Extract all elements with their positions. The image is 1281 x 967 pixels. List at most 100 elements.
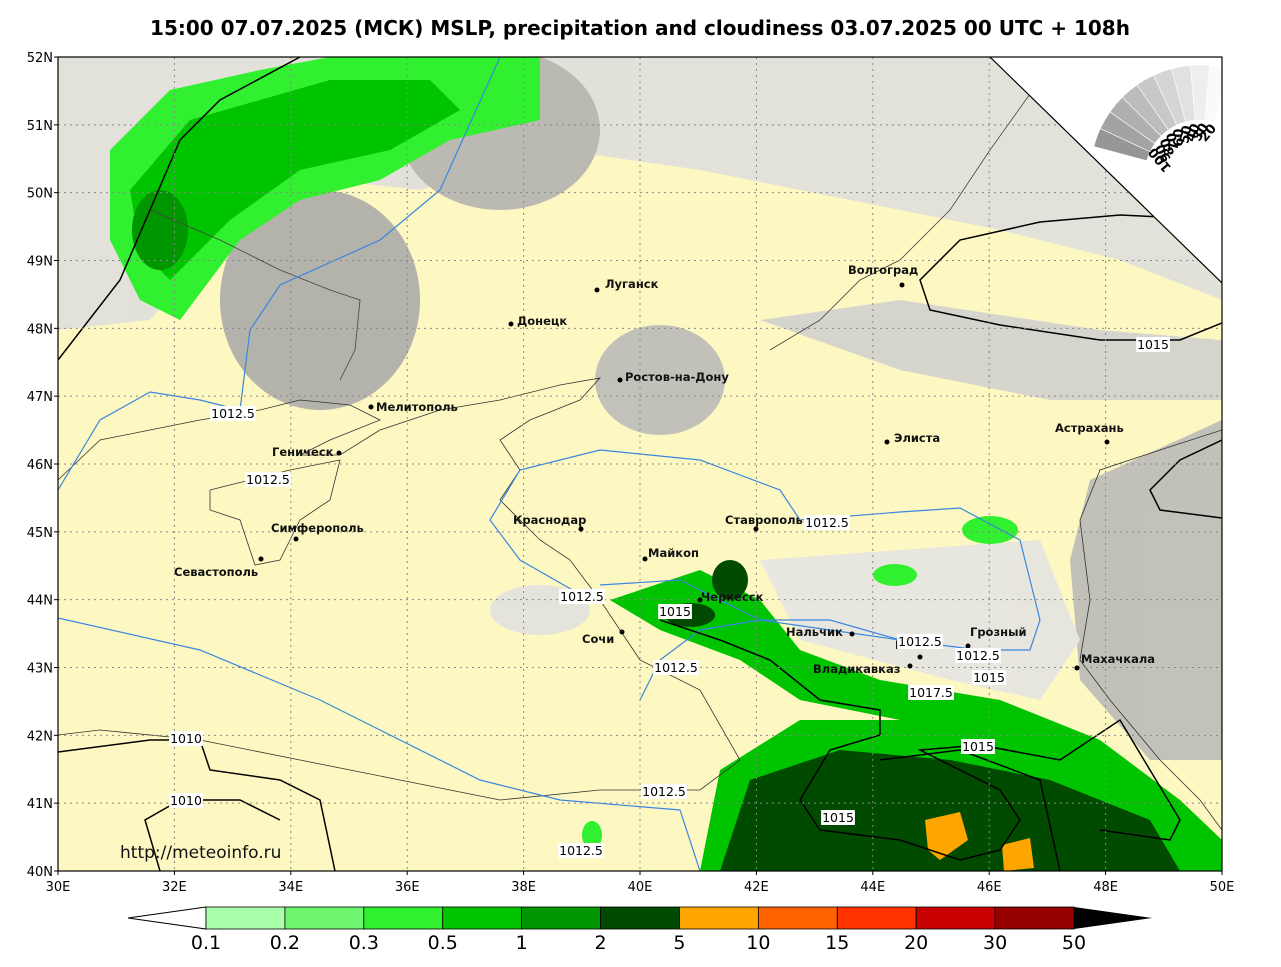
city-label: Луганск <box>605 277 659 291</box>
isobar-label-bg <box>653 660 699 675</box>
colorbar-segment <box>757 906 838 930</box>
lat-label: 42N <box>27 729 53 744</box>
city-dot <box>293 536 299 542</box>
cloud-scale-label: 80 <box>1158 136 1178 158</box>
axis-labels: 52N51N50N49N48N47N46N45N44N43N42N41N40N3… <box>27 51 1235 895</box>
isobars-black <box>58 57 1222 871</box>
city-dot <box>884 439 890 445</box>
colorbar-high-end <box>1074 907 1152 929</box>
isobar-label-bg <box>972 670 1006 685</box>
lat-label: 45N <box>27 526 53 541</box>
city-label: Майкоп <box>648 546 699 560</box>
lat-label: 52N <box>27 51 53 66</box>
lon-label: 38E <box>511 880 536 895</box>
isobar-label: 1010 <box>170 793 202 808</box>
colorbar-label: 0.5 <box>428 932 458 954</box>
colorbar-label: 0.3 <box>349 932 379 954</box>
lon-label: 46E <box>977 880 1002 895</box>
city-label: Симферополь <box>271 521 364 535</box>
city-label: Волгоград <box>848 263 918 277</box>
isobar-label: 1012.5 <box>642 784 686 799</box>
city-label: Черкесск <box>701 590 764 604</box>
colorbar-segment <box>363 906 444 930</box>
city-label: Краснодар <box>513 513 586 527</box>
city-label: Донецк <box>517 314 567 328</box>
isobar-label-bg <box>559 589 605 604</box>
city-label: Элиста <box>894 431 940 445</box>
isobar-label: 1012.5 <box>559 843 603 858</box>
isobar-label: 1012.5 <box>956 648 1000 663</box>
cloud-scale-sector <box>1204 65 1222 123</box>
city-dot <box>697 597 703 603</box>
isobar-label-bg <box>641 784 687 799</box>
isobar-label: 1017.5 <box>909 685 953 700</box>
cities: Волгоград Луганск Донецк Ростов-на-Дону Мели… <box>174 263 1155 676</box>
lon-label: 50E <box>1210 880 1235 895</box>
colorbar-segment <box>994 906 1075 930</box>
isobar-label: 1012.5 <box>560 589 604 604</box>
colorbar-segment <box>679 906 759 930</box>
colorbar-label: 2 <box>594 932 606 954</box>
lat-label: 46N <box>27 458 53 473</box>
isobar-label: 1012.5 <box>898 634 942 649</box>
isobar-label-bg <box>245 472 291 487</box>
lat-label: 40N <box>27 865 53 880</box>
cloud-scale-label: 60 <box>1172 129 1187 147</box>
city-dot <box>1074 665 1080 671</box>
isobar-label-bg <box>955 648 1001 663</box>
city-label: Астрахань <box>1055 421 1124 435</box>
city-dot <box>917 654 923 660</box>
colorbar-label: 0.2 <box>270 932 300 954</box>
isobar-label-bg <box>169 731 203 746</box>
city-dot <box>899 282 905 288</box>
city-label: Владикавказ <box>813 662 900 676</box>
lon-label: 30E <box>46 880 71 895</box>
city-dot <box>258 556 264 562</box>
city-dot <box>642 556 648 562</box>
lat-label: 49N <box>27 255 53 270</box>
city-label: Ростов-на-Дону <box>625 370 729 384</box>
colorbar-label: 1 <box>516 932 528 954</box>
isobar-label: 1012.5 <box>211 406 255 421</box>
isobar-label: 1015 <box>659 604 691 619</box>
lat-label: 50N <box>27 187 53 202</box>
city-label: Грозный <box>970 625 1027 639</box>
lat-label: 51N <box>27 119 53 134</box>
city-dot <box>336 450 342 456</box>
colorbar-label: 20 <box>904 932 928 954</box>
lon-label: 32E <box>162 880 187 895</box>
isobar-label: 1015 <box>973 670 1005 685</box>
cloud-scale-label: 40 <box>1184 122 1204 144</box>
isobar-label-bg <box>897 634 943 649</box>
lat-label: 48N <box>27 322 53 337</box>
colorbar-label: 50 <box>1062 932 1086 954</box>
isobar-label-bg <box>1136 337 1170 352</box>
isobar-label-bg <box>558 843 604 858</box>
colorbar-label: 5 <box>673 932 685 954</box>
city-dot <box>619 629 625 635</box>
city-dot <box>965 643 971 649</box>
colorbar-segment <box>205 906 286 930</box>
isobar-label-bg <box>961 739 995 754</box>
city-label: Геническ <box>272 445 334 459</box>
cloud-scale-label: 50 <box>1177 124 1195 144</box>
city-label: Сочи <box>582 632 614 646</box>
city-dot <box>617 377 623 383</box>
lon-label: 34E <box>278 880 303 895</box>
colorbar-segment <box>915 906 996 930</box>
lon-label: 44E <box>860 880 885 895</box>
isobar-label-bg <box>804 515 850 530</box>
isobar-label: 1012.5 <box>805 515 849 530</box>
panel-edge <box>989 57 1222 284</box>
city-dot <box>907 663 913 669</box>
city-dot <box>594 287 600 293</box>
city-dot <box>1104 439 1110 445</box>
isobar-label-bg <box>821 810 855 825</box>
lon-label: 42E <box>744 880 769 895</box>
isobar-label: 1015 <box>822 810 854 825</box>
title: 15:00 07.07.2025 (МСК) MSLP, precipitati… <box>150 16 1130 40</box>
isobar-label: 1012.5 <box>246 472 290 487</box>
city-label: Нальчик <box>786 625 843 639</box>
